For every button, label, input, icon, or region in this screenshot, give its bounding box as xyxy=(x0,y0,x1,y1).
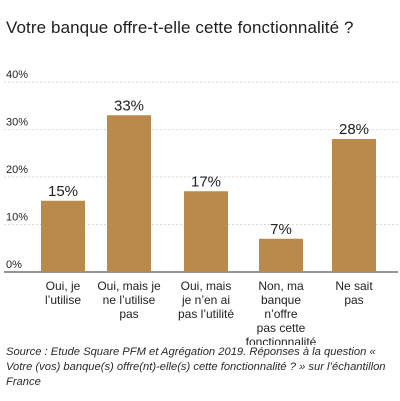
value-label: 15% xyxy=(48,183,78,200)
bar xyxy=(41,200,85,272)
category-label: Oui, mais je n’en ai pas l’utilité xyxy=(178,279,234,321)
bar xyxy=(184,191,228,272)
value-labels: 15% 33% 17% 7% 28% xyxy=(48,97,369,238)
y-tick-label: 40% xyxy=(6,69,28,81)
category-label: Non, ma banque n’offre pas cette fonctionnal… xyxy=(246,279,317,345)
y-tick-label: 20% xyxy=(6,164,28,176)
y-tick-label: 30% xyxy=(6,117,28,129)
value-label: 17% xyxy=(191,173,221,190)
chart-title: Votre banque offre-t-elle cette fonction… xyxy=(6,18,354,37)
bar xyxy=(332,139,376,272)
bar-chart: 0% 10% 20% 30% 40% 15% 33% 17% 7% 28% Oui, je l’u… xyxy=(4,69,398,345)
category-label: Oui, mais je ne l’utilise pas xyxy=(97,279,161,321)
value-label: 7% xyxy=(270,221,292,238)
category-label: Ne sait pas xyxy=(335,279,373,307)
y-tick-label: 10% xyxy=(6,212,28,224)
y-tick-label: 0% xyxy=(6,259,22,271)
value-label: 28% xyxy=(339,121,369,138)
y-axis-ticks: 0% 10% 20% 30% 40% xyxy=(6,69,28,271)
category-labels: Oui, je l’utilise Oui, mais je ne l’utilise… xyxy=(45,279,373,345)
category-label: Oui, je l’utilise xyxy=(45,279,81,307)
source-note: Source : Etude Square PFM et Agrégation … xyxy=(6,346,386,388)
bar xyxy=(107,115,151,272)
value-label: 33% xyxy=(114,97,144,114)
bar xyxy=(259,238,303,272)
bars xyxy=(41,115,376,272)
